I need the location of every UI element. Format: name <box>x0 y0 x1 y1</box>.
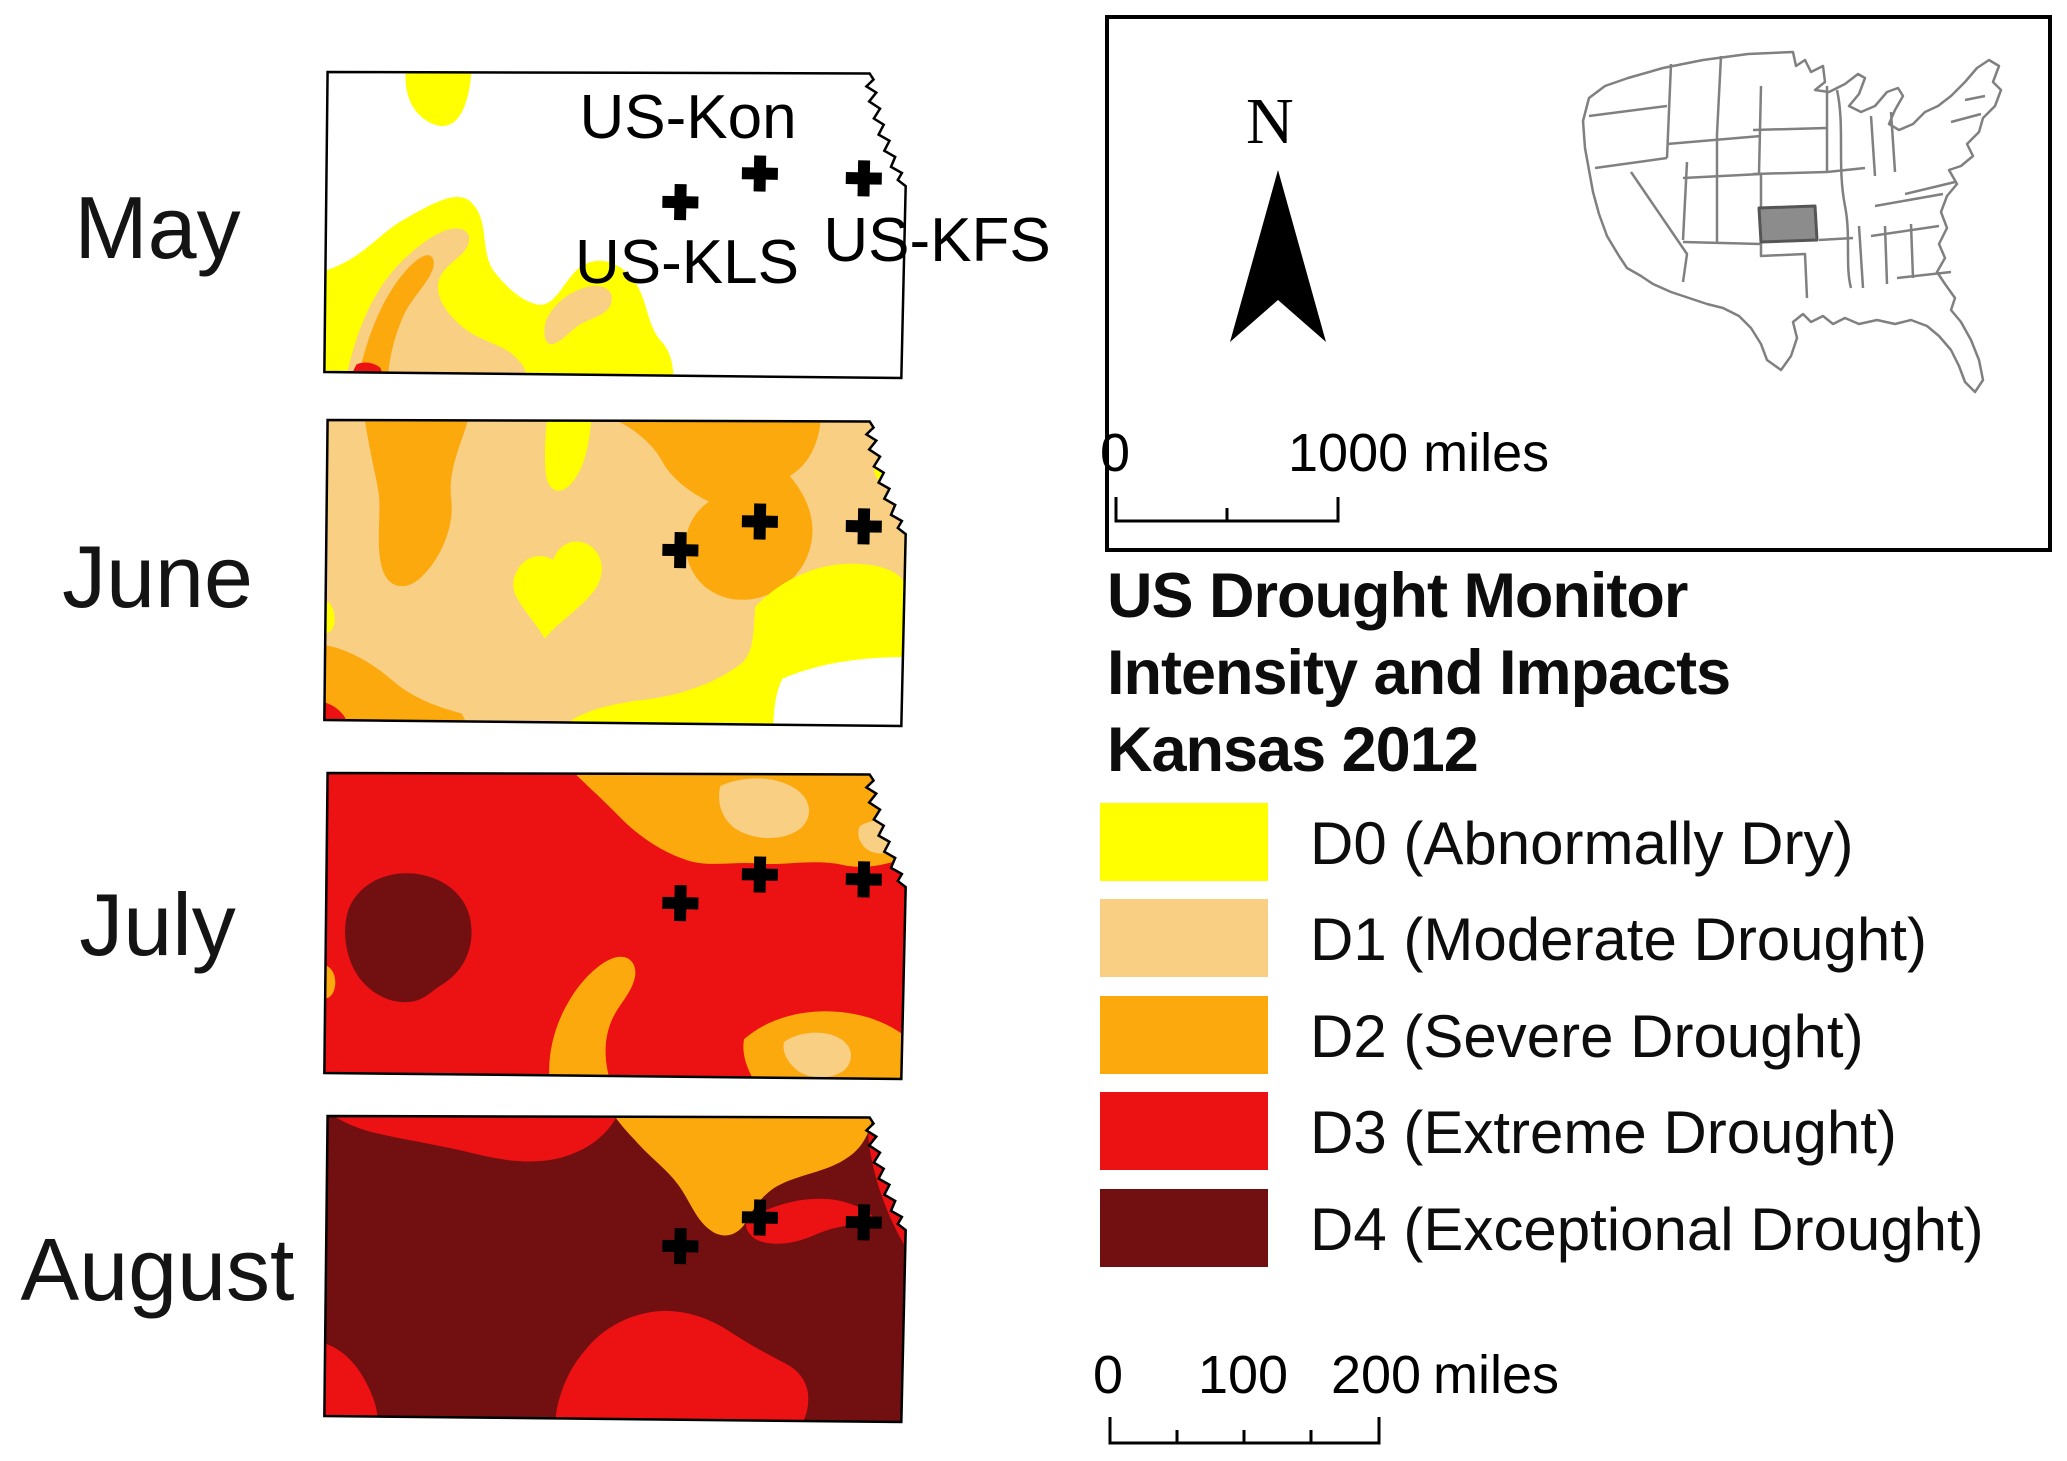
kansas-highlight <box>1757 204 1819 244</box>
site-label-us-kfs: US-KFS <box>823 206 1051 275</box>
title-line-3: Kansas 2012 <box>1107 715 1479 785</box>
state-borders <box>1826 166 1866 174</box>
inset-scale-bar <box>1114 497 1340 523</box>
state-borders <box>1835 89 1853 289</box>
july-d2-region <box>549 956 636 1078</box>
may-d1-region <box>544 285 612 344</box>
legend-swatch-d3 <box>1100 1092 1268 1170</box>
site-marker-us-kls <box>662 885 699 922</box>
legend-label-d1: D1 (Moderate Drought) <box>1310 906 1927 973</box>
site-marker-us-kfs <box>845 160 882 197</box>
legend-label-d2: D2 (Severe Drought) <box>1310 1003 1864 1070</box>
state-borders <box>1715 55 1723 135</box>
june-d2-region <box>586 416 821 600</box>
june-d2-region <box>363 412 470 587</box>
us-locator-map <box>1581 50 2003 394</box>
june-d3-region <box>322 701 347 721</box>
site-marker-us-kon <box>741 503 778 540</box>
state-borders <box>1896 270 1952 280</box>
may-d2-region <box>359 255 434 374</box>
july-d4-region <box>345 873 472 1003</box>
june-d0-region <box>513 541 602 639</box>
state-borders <box>1629 171 1689 283</box>
legend-label-d4: D4 (Exceptional Drought) <box>1310 1196 1984 1263</box>
scalebar-mid: 100 <box>1197 1345 1289 1405</box>
month-label-june: June <box>62 527 253 626</box>
june-no-drought-region <box>773 657 903 726</box>
month-label-may: May <box>74 178 241 277</box>
august-d2-region <box>612 1112 873 1236</box>
site-marker-us-kls <box>662 1228 699 1265</box>
inset-scale-label: 1000 miles <box>1288 423 1550 483</box>
state-borders <box>1665 63 1673 159</box>
legend-swatch-d0 <box>1100 803 1268 881</box>
legend-swatch-d4 <box>1100 1189 1268 1267</box>
july-d1-region <box>783 1032 851 1078</box>
state-borders <box>1869 115 1877 177</box>
state-borders <box>1857 225 1865 289</box>
state-borders <box>1682 240 1762 246</box>
state-borders <box>1904 180 1956 196</box>
may-d0-region <box>405 65 472 126</box>
site-label-us-kon: US-Kon <box>579 83 797 152</box>
site-marker-us-kon <box>741 155 778 192</box>
kansas-map-may <box>322 63 908 383</box>
august-d3-region <box>327 1107 619 1162</box>
state-borders <box>1874 192 1944 208</box>
legend-swatch-d1 <box>1100 899 1268 977</box>
scalebar-end: 200 <box>1330 1345 1422 1405</box>
kansas-outline <box>323 418 907 728</box>
title-line-1: US Drought Monitor <box>1107 561 1688 631</box>
figure-title: US Drought Monitor Intensity and Impacts… <box>1107 558 2047 789</box>
state-borders <box>1950 112 1982 124</box>
scalebar-unit: miles <box>1433 1345 1560 1405</box>
inset-scale-zero: 0 <box>1099 423 1131 483</box>
june-d0-region <box>544 415 592 491</box>
site-marker-us-kfs <box>845 861 882 898</box>
title-line-2: Intensity and Impacts <box>1107 638 1731 708</box>
august-d3-region <box>746 1198 881 1244</box>
site-marker-us-kls <box>662 532 699 569</box>
kansas-outline <box>323 1114 907 1424</box>
june-d2-region <box>322 644 467 723</box>
july-d1-region <box>719 778 809 839</box>
scalebar-zero: 0 <box>1092 1345 1124 1405</box>
month-label-july: July <box>79 875 236 974</box>
kansas-map-july <box>322 764 908 1084</box>
legend-label-d0: D0 (Abnormally Dry) <box>1310 810 1854 877</box>
state-borders <box>1752 170 1828 176</box>
state-borders <box>1757 85 1763 175</box>
state-borders <box>1752 126 1828 132</box>
kansas-map-june <box>322 411 908 731</box>
august-d3-region <box>555 1310 809 1425</box>
month-label-august: August <box>20 1220 295 1319</box>
state-borders <box>1666 134 1762 146</box>
site-marker-us-kon <box>741 856 778 893</box>
north-arrow-icon <box>1230 170 1326 342</box>
kansas-outline <box>323 70 907 380</box>
state-borders <box>1909 223 1915 279</box>
state-borders <box>1964 94 1986 102</box>
state-borders <box>1682 172 1762 180</box>
state-borders <box>1870 224 1940 238</box>
state-borders <box>1681 161 1689 241</box>
state-borders <box>1883 225 1889 285</box>
site-marker-us-kfs <box>845 508 882 545</box>
distance-scale-bar <box>1108 1417 1381 1445</box>
site-label-us-kls: US-KLS <box>575 228 799 297</box>
legend-swatch-d2 <box>1100 996 1268 1074</box>
north-label: N <box>1246 85 1294 158</box>
may-d3-region <box>352 362 383 373</box>
site-marker-us-kfs <box>845 1204 882 1241</box>
august-d3-region <box>322 1342 378 1417</box>
site-marker-us-kls <box>662 184 699 221</box>
legend-label-d3: D3 (Extreme Drought) <box>1310 1099 1897 1166</box>
kansas-map-august <box>322 1107 908 1427</box>
state-borders <box>1889 111 1897 173</box>
state-borders <box>1594 156 1668 170</box>
state-borders <box>1588 104 1668 118</box>
kansas-outline <box>323 771 907 1081</box>
site-marker-us-kon <box>741 1199 778 1236</box>
